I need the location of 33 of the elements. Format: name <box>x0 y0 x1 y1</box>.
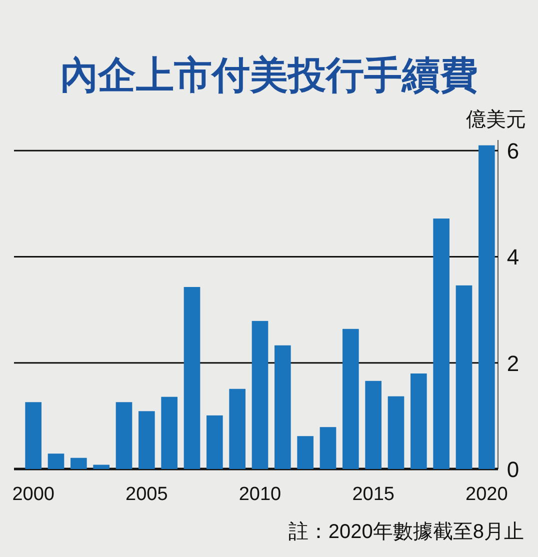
bar <box>138 411 155 469</box>
y-tick-label: 6 <box>506 138 520 164</box>
bar <box>274 345 291 469</box>
bar <box>433 218 450 469</box>
bar <box>320 427 336 469</box>
bar <box>93 464 110 469</box>
y-axis-title: 億美元 <box>466 108 526 131</box>
bar <box>388 396 404 469</box>
y-tick-label: 0 <box>506 457 520 482</box>
bar <box>410 373 427 469</box>
bar <box>342 328 359 469</box>
y-tick-label: 2 <box>506 350 520 376</box>
bar <box>25 402 42 469</box>
bar <box>297 436 314 469</box>
x-tick-label: 2020 <box>466 484 508 505</box>
x-tick-label: 2000 <box>12 484 54 505</box>
x-tick-label: 2010 <box>238 484 282 505</box>
bar <box>184 286 200 469</box>
text: 註：2020年數據截至8月止 <box>288 521 524 543</box>
x-tick-label: 2005 <box>126 484 168 505</box>
bar <box>48 454 64 469</box>
bar <box>229 388 246 469</box>
x-tick-label: 2015 <box>352 484 394 505</box>
chart-title: 內企上市付美投行手續費 <box>60 54 478 97</box>
bar <box>478 145 495 469</box>
bar <box>70 458 87 469</box>
bar <box>161 396 178 469</box>
bar <box>456 285 472 469</box>
y-tick-label: 4 <box>506 244 520 270</box>
bar <box>252 320 268 469</box>
bar <box>116 402 132 469</box>
bar <box>206 415 223 469</box>
bar <box>365 380 382 469</box>
